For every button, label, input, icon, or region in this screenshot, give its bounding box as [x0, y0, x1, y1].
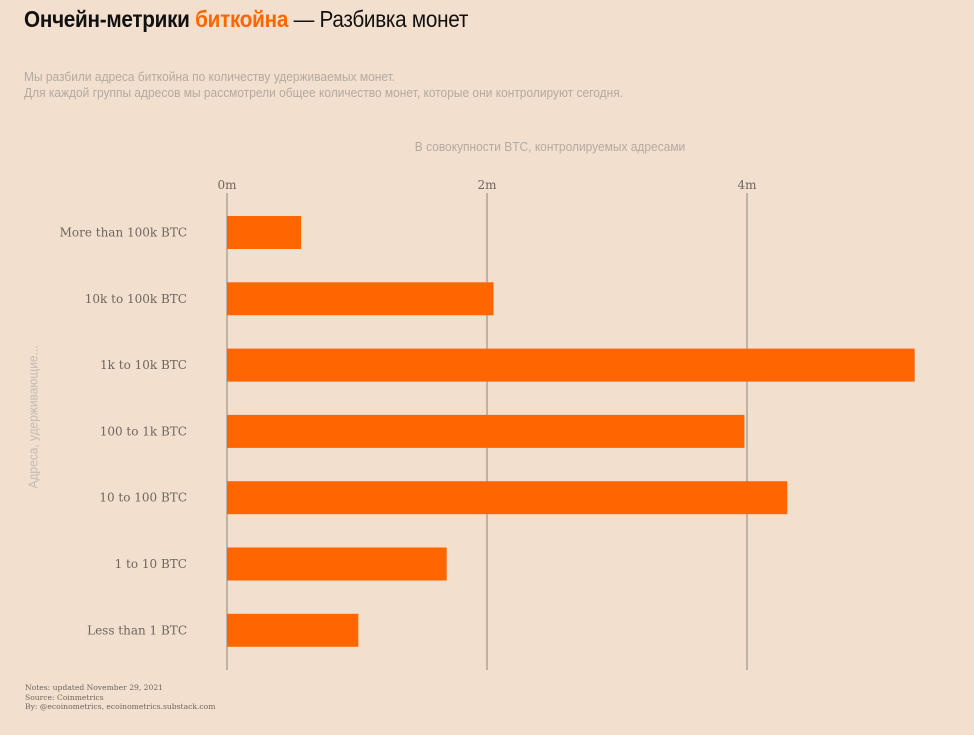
footer-source: Source: Coinmetrics — [25, 692, 104, 702]
title-part1: Ончейн-метрики — [24, 6, 190, 32]
footer-notes: Notes: updated November 29, 2021 Source:… — [25, 683, 215, 712]
bars — [227, 216, 915, 647]
bar-6 — [227, 613, 359, 647]
category-label-2: 1k to 10k BTC — [100, 358, 187, 372]
bar-4 — [227, 481, 788, 515]
title-accent: биткойна — [195, 6, 289, 32]
subtitle-line-1: Мы разбили адреса биткойна по количеству… — [24, 69, 396, 84]
title-part2: — Разбивка монет — [293, 6, 469, 32]
category-label-1: 10k to 100k BTC — [85, 292, 187, 306]
x-tick-label-0: 0m — [217, 178, 237, 192]
bar-0 — [227, 216, 302, 249]
footer-updated: Notes: updated November 29, 2021 — [25, 683, 164, 692]
subtitle-line-2: Для каждой группы адресов мы рассмотрели… — [24, 84, 624, 100]
chart-title: Ончейн-метрики биткойна — Разбивка монет — [24, 6, 468, 33]
x-tick-label-2: 4m — [737, 178, 757, 192]
category-labels: More than 100k BTC 10k to 100k BTC 1k to 1… — [60, 226, 187, 638]
category-label-0: More than 100k BTC — [60, 226, 187, 240]
x-tick-label-1: 2m — [477, 178, 497, 192]
x-tick-labels: 0m 2m 4m — [217, 178, 757, 192]
category-label-5: 1 to 10 BTC — [115, 557, 187, 571]
x-axis-title: В совокупности BTC, контролируемых адрес… — [414, 139, 686, 154]
bar-1 — [227, 282, 494, 316]
category-label-3: 100 to 1k BTC — [100, 424, 187, 438]
footer-byline: By: @ecoinometrics, ecoinometrics.substa… — [25, 702, 216, 711]
category-label-6: Less than 1 BTC — [87, 623, 187, 637]
bar-5 — [227, 547, 447, 581]
category-label-4: 10 to 100 BTC — [99, 491, 187, 505]
chart-subtitle: Мы разбили адреса биткойна по количеству… — [24, 69, 623, 100]
bar-2 — [227, 348, 915, 382]
bar-3 — [227, 414, 745, 448]
